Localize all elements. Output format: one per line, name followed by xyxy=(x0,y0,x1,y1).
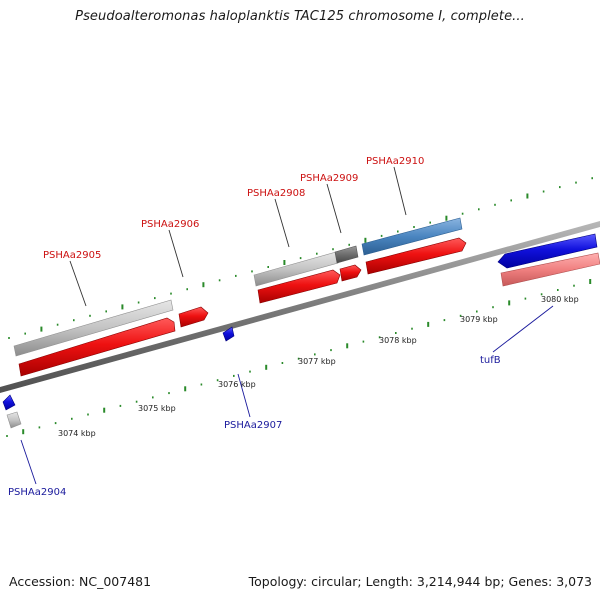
gene-arrow-pshaa2909[interactable] xyxy=(339,264,362,282)
gene-label-pshaa2905[interactable]: PSHAa2905 xyxy=(43,250,101,261)
scale-label-3079: 3079 kbp xyxy=(460,315,498,324)
scale-label-3077: 3077 kbp xyxy=(298,357,336,366)
gene-label-pshaa2904[interactable]: PSHAa2904 xyxy=(8,487,66,498)
leader-line-pshaa2907 xyxy=(237,373,251,418)
leader-line-pshaa2910 xyxy=(393,166,407,216)
forward-tick-row xyxy=(8,177,594,339)
scale-label-3078: 3078 kbp xyxy=(379,336,417,345)
leader-line-pshaa2904 xyxy=(20,439,37,485)
feature-bar-tufb[interactable] xyxy=(500,252,600,287)
reverse-tick-row xyxy=(6,279,592,437)
genome-summary-text: Topology: circular; Length: 3,214,944 bp… xyxy=(248,574,592,589)
leader-line-pshaa2905 xyxy=(69,260,87,307)
gene-label-tufb[interactable]: tufB xyxy=(480,355,501,366)
leader-line-tufb xyxy=(492,305,554,353)
gene-arrow-pshaa2907[interactable] xyxy=(222,326,235,342)
leader-line-pshaa2906 xyxy=(168,229,184,278)
gene-arrow-tufb[interactable] xyxy=(497,233,598,269)
accession-text: Accession: NC_007481 xyxy=(9,574,152,589)
gene-label-pshaa2907[interactable]: PSHAa2907 xyxy=(224,420,282,431)
gene-arrow-pshaa2908[interactable] xyxy=(257,269,341,304)
chromosome-backbone xyxy=(0,221,600,393)
rna-bar-pshaa2910[interactable] xyxy=(361,217,463,256)
gene-label-pshaa2906[interactable]: PSHAa2906 xyxy=(141,219,199,230)
scale-label-3076: 3076 kbp xyxy=(218,380,256,389)
feature-bar-pshaa2909[interactable] xyxy=(334,245,359,264)
gene-arrow-pshaa2904[interactable] xyxy=(2,394,16,411)
scale-label-3074: 3074 kbp xyxy=(58,429,96,438)
gene-label-pshaa2908[interactable]: PSHAa2908 xyxy=(247,188,305,199)
feature-bar-pshaa2905[interactable] xyxy=(13,299,174,357)
scale-label-3080: 3080 kbp xyxy=(541,295,579,304)
gene-label-pshaa2910[interactable]: PSHAa2910 xyxy=(366,156,424,167)
gene-arrow-pshaa2905[interactable] xyxy=(18,317,176,377)
scale-label-3075: 3075 kbp xyxy=(138,404,176,413)
leader-line-pshaa2909 xyxy=(326,183,342,234)
gene-arrow-pshaa2910[interactable] xyxy=(365,237,467,275)
leader-line-pshaa2908 xyxy=(274,198,290,248)
gene-label-pshaa2909[interactable]: PSHAa2909 xyxy=(300,173,358,184)
label-leader-lines xyxy=(20,166,554,485)
feature-bar-pshaa2904[interactable] xyxy=(6,411,22,429)
chromosome-title: Pseudoalteromonas haloplanktis TAC125 ch… xyxy=(75,9,525,24)
gene-arrow-pshaa2906[interactable] xyxy=(178,306,209,328)
